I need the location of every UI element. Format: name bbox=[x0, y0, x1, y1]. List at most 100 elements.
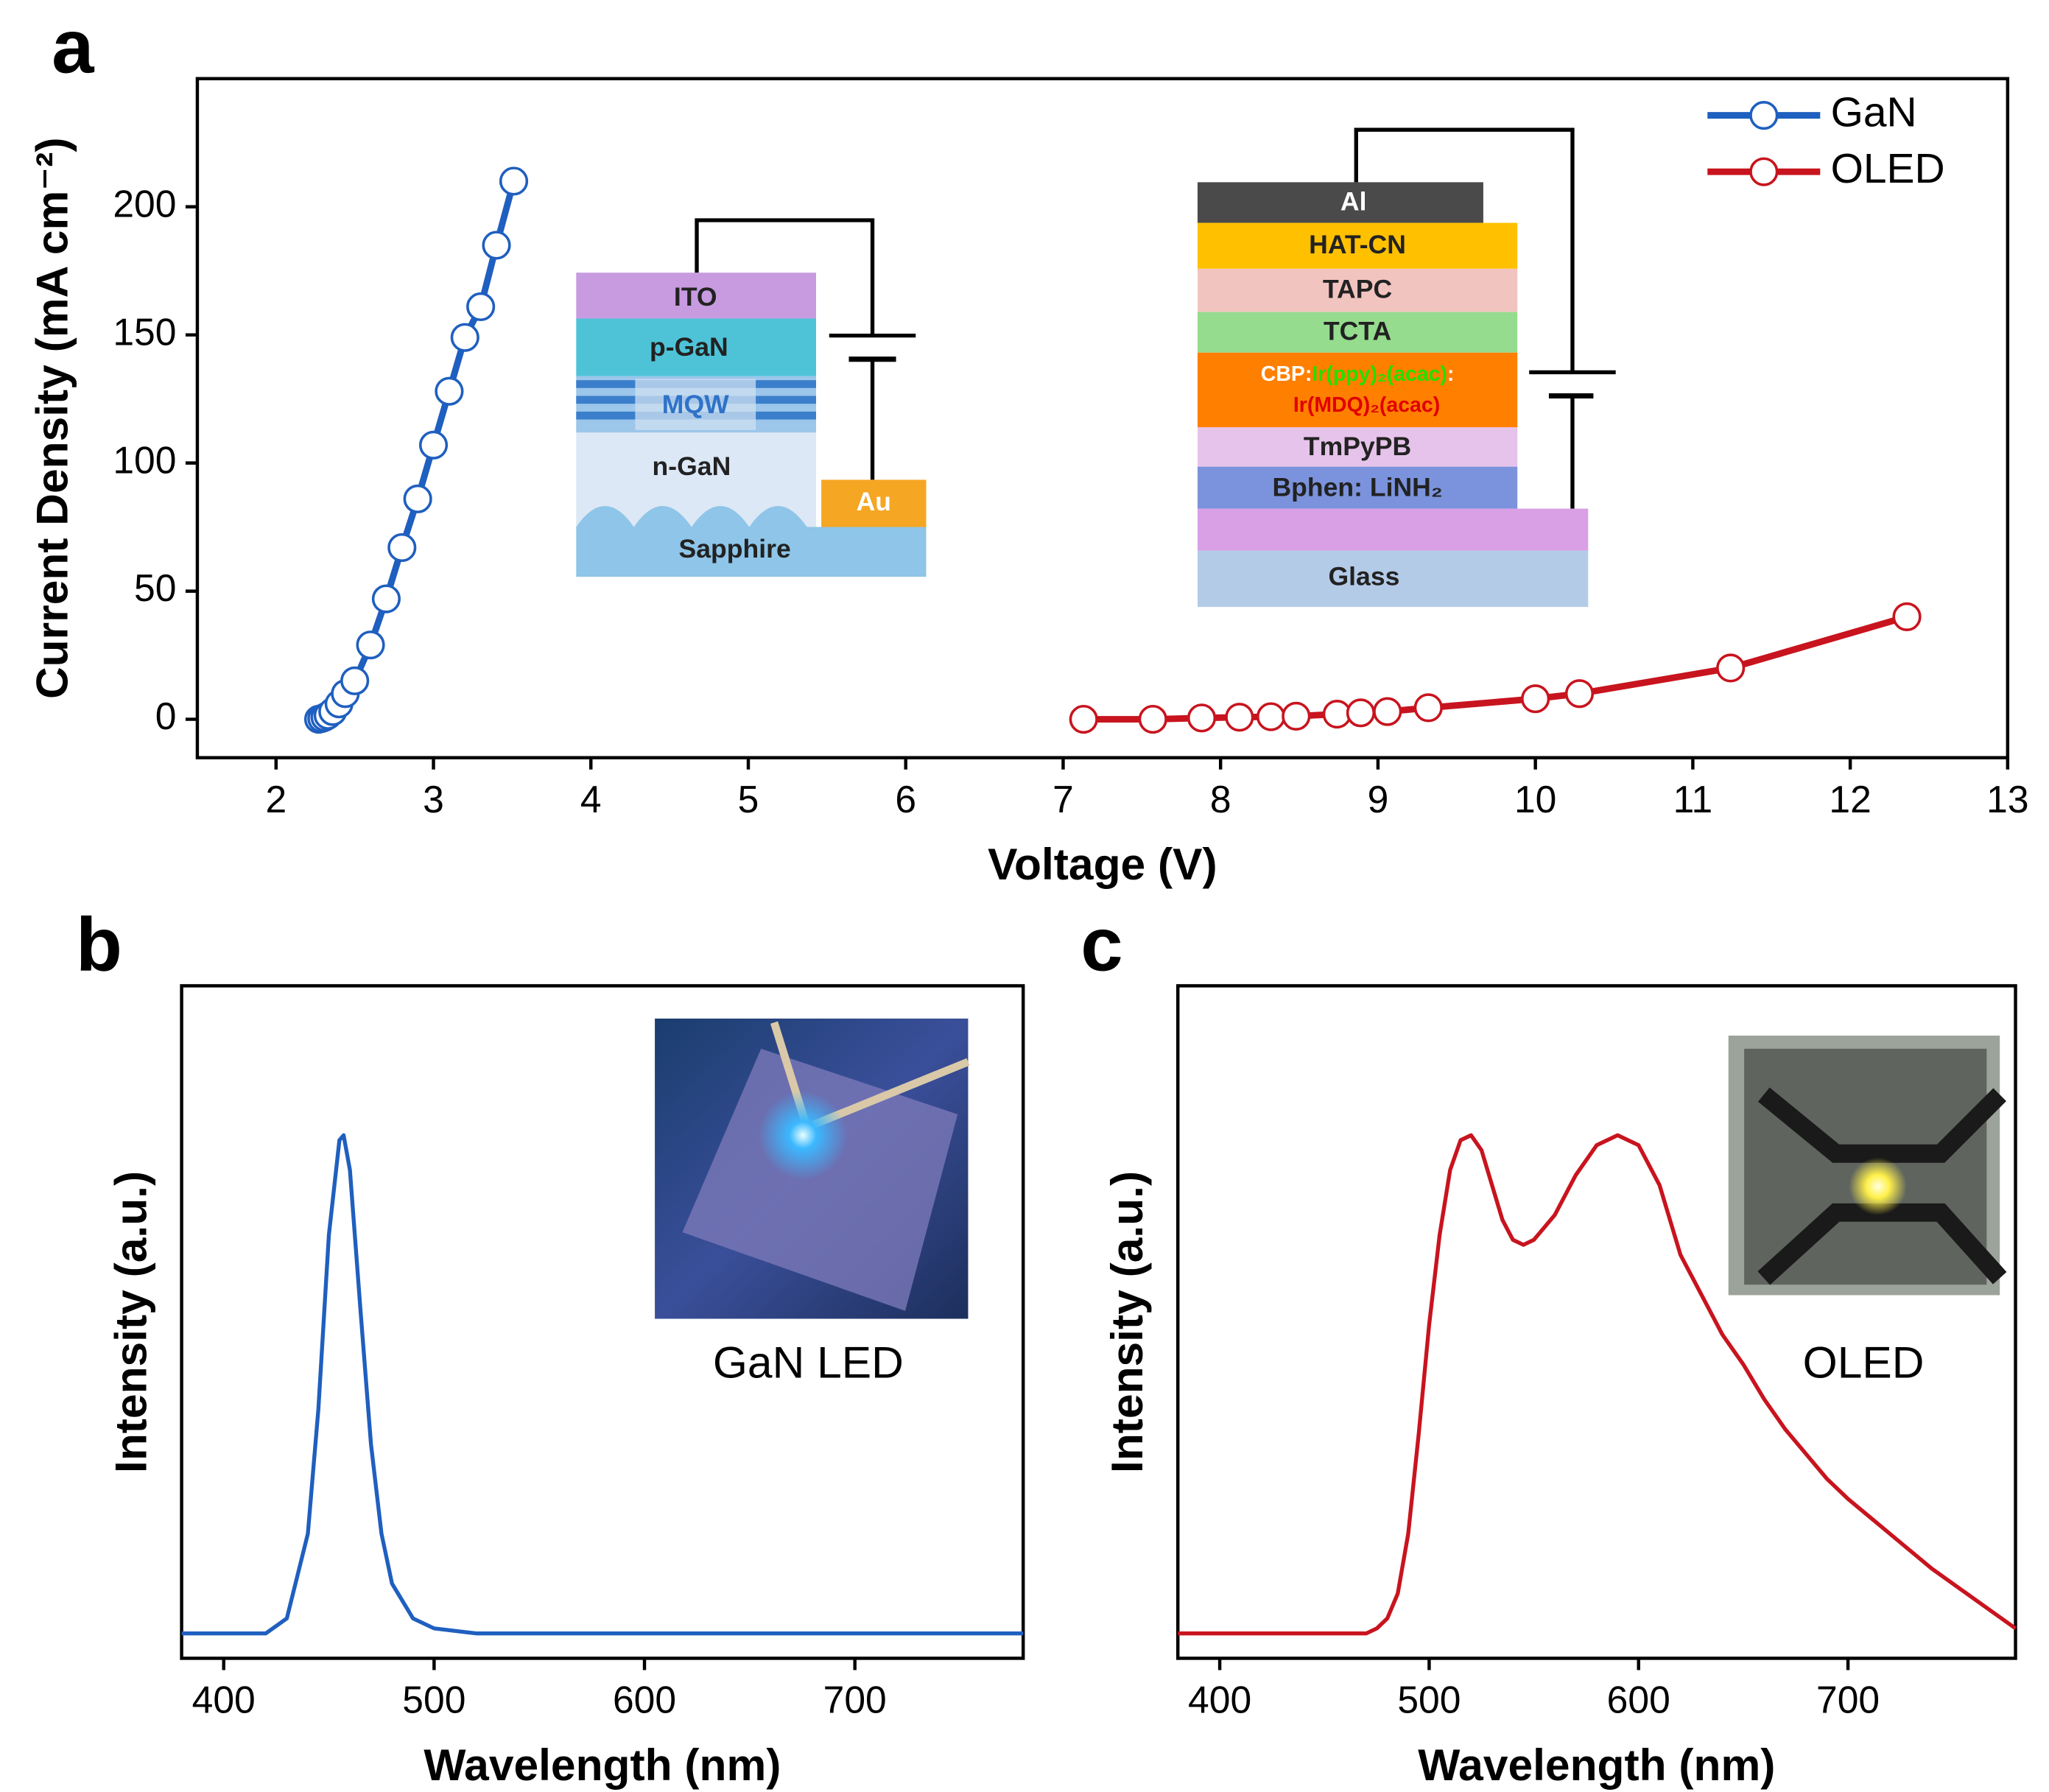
layer-label: Au bbox=[857, 487, 891, 516]
x-axis-label: Voltage (V) bbox=[988, 839, 1217, 889]
layer bbox=[1197, 550, 1589, 608]
data-point bbox=[1069, 704, 1098, 734]
data-point bbox=[1322, 700, 1352, 729]
layer bbox=[576, 527, 927, 577]
panel-label: c bbox=[1080, 902, 1122, 987]
data-line bbox=[181, 1133, 1024, 1636]
x-tick-label: 500 bbox=[402, 1679, 465, 1721]
layer-label: Al bbox=[1340, 186, 1367, 216]
data-point bbox=[450, 323, 479, 352]
layer-label: CBP:Ir(ppy)₂(acac): bbox=[1261, 362, 1455, 386]
x-tick-label: 9 bbox=[1368, 778, 1389, 821]
data-point bbox=[1282, 701, 1311, 731]
x-tick-label: 600 bbox=[1607, 1679, 1670, 1721]
photo-part bbox=[682, 1048, 958, 1311]
data-point bbox=[1257, 702, 1286, 731]
layer bbox=[1197, 182, 1483, 223]
layer-label: Sapphire bbox=[679, 534, 791, 563]
x-tick-label: 4 bbox=[580, 778, 602, 821]
inset-label: GaN LED bbox=[713, 1338, 904, 1388]
x-axis-label: Wavelength (nm) bbox=[1418, 1740, 1775, 1790]
layer-label: TCTA bbox=[1324, 316, 1391, 345]
plot-frame bbox=[195, 77, 2010, 759]
layer-label: Bphen: LiNH₂ bbox=[1272, 472, 1442, 502]
layer-label: MQW bbox=[662, 390, 729, 419]
data-point bbox=[1346, 698, 1375, 728]
data-line bbox=[1178, 1133, 2017, 1636]
photo-gan bbox=[655, 1018, 970, 1319]
oled-inset: Al HAT-CN TAPC TCTA CBP:Ir(ppy)₂(acac): … bbox=[1197, 127, 1616, 608]
wire bbox=[695, 218, 875, 336]
x-tick-label: 8 bbox=[1210, 778, 1231, 821]
layer bbox=[1197, 352, 1518, 428]
data-line bbox=[1083, 614, 1908, 723]
layer-label: TmPyPB bbox=[1304, 432, 1411, 461]
data-point bbox=[1225, 703, 1254, 732]
photo-part bbox=[758, 1090, 848, 1180]
panel-label: b bbox=[76, 902, 122, 987]
y-axis-label: Intensity (a.u.) bbox=[105, 1171, 155, 1473]
layer bbox=[821, 479, 927, 527]
data-point bbox=[1413, 693, 1443, 723]
data-point bbox=[1373, 697, 1402, 726]
y-tick-label: 0 bbox=[155, 695, 177, 737]
photo-oled bbox=[1728, 1036, 2007, 1296]
layer-label: p-GaN bbox=[650, 332, 728, 362]
y-tick-label: 150 bbox=[113, 310, 176, 353]
x-tick-label: 700 bbox=[823, 1679, 887, 1721]
emitter-green: Ir(ppy)₂(acac) bbox=[1312, 362, 1447, 386]
layer-label: ITO bbox=[674, 282, 717, 312]
x-tick-label: 2 bbox=[265, 778, 287, 821]
layer bbox=[576, 318, 817, 376]
layer bbox=[1197, 268, 1518, 312]
data-point bbox=[466, 292, 496, 321]
y-tick-label: 100 bbox=[113, 438, 176, 481]
layer-label: TAPC bbox=[1323, 275, 1392, 304]
x-tick-label: 3 bbox=[423, 778, 444, 821]
x-tick-label: 600 bbox=[613, 1679, 676, 1721]
data-point bbox=[499, 166, 529, 196]
x-tick-label: 7 bbox=[1052, 778, 1074, 821]
layer bbox=[635, 379, 756, 430]
layer bbox=[1197, 312, 1518, 353]
layer bbox=[1197, 222, 1518, 269]
emitter-host: CBP: bbox=[1261, 362, 1312, 386]
data-point bbox=[371, 584, 401, 614]
x-axis-label: Wavelength (nm) bbox=[423, 1740, 781, 1790]
layer bbox=[1197, 427, 1518, 467]
y-axis-label: Current Density (mA cm⁻²) bbox=[27, 138, 77, 700]
pattern bbox=[576, 506, 817, 527]
x-tick-label: 500 bbox=[1397, 1679, 1461, 1721]
x-tick-label: 5 bbox=[738, 778, 759, 821]
y-tick-label: 50 bbox=[134, 566, 176, 609]
layer bbox=[1197, 466, 1518, 509]
legend-marker bbox=[1749, 157, 1779, 186]
layer bbox=[576, 273, 817, 319]
data-point bbox=[418, 430, 449, 460]
layer-label: HAT-CN bbox=[1309, 230, 1406, 259]
legend-label: GaN bbox=[1831, 89, 1917, 136]
wire bbox=[1354, 127, 1575, 373]
emitter-sep: : bbox=[1447, 362, 1454, 386]
legend-marker bbox=[1749, 101, 1779, 130]
gan-inset: ITO p-GaN MQW n-GaN Sapphire Au bbox=[576, 218, 927, 577]
layer-label: n-GaN bbox=[653, 451, 731, 481]
x-tick-label: 700 bbox=[1816, 1679, 1880, 1721]
emitter-red: Ir(MDQ)₂(acac) bbox=[1293, 393, 1440, 417]
plot-frame bbox=[180, 984, 1025, 1660]
data-point bbox=[387, 533, 417, 563]
x-tick-label: 6 bbox=[895, 778, 916, 821]
y-tick-label: 200 bbox=[113, 182, 176, 225]
data-point bbox=[1138, 704, 1167, 734]
x-tick-label: 13 bbox=[1986, 778, 2028, 821]
data-point bbox=[1892, 602, 1922, 631]
data-point bbox=[482, 231, 511, 260]
layer-label: Glass bbox=[1329, 561, 1400, 591]
photo-part bbox=[1849, 1157, 1907, 1215]
legend-label: OLED bbox=[1831, 145, 1945, 192]
data-point bbox=[356, 630, 385, 660]
panel-label: a bbox=[52, 4, 95, 88]
layer bbox=[1197, 508, 1589, 551]
data-point bbox=[403, 484, 432, 513]
